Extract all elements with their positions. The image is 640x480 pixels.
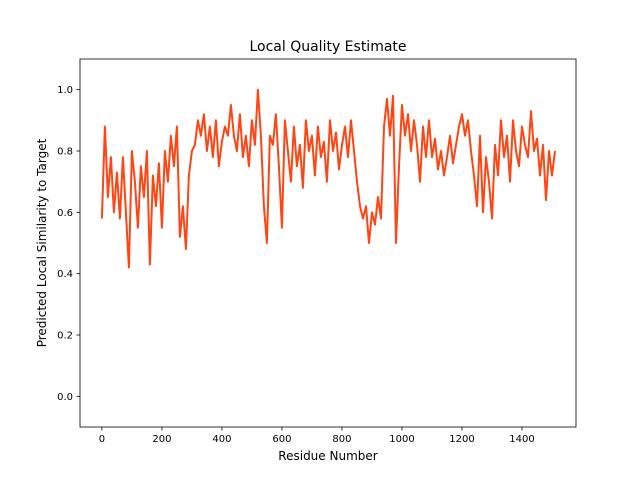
- x-tick-label: 400: [212, 434, 231, 445]
- chart-title: Local Quality Estimate: [249, 39, 406, 55]
- x-tick-label: 1400: [509, 434, 534, 445]
- x-axis-ticks: 0 200 400 600 800 1000 1200 1400: [99, 427, 535, 445]
- y-tick-label: 0.2: [57, 331, 73, 342]
- x-tick-label: 1200: [449, 434, 474, 445]
- y-tick-label: 1.0: [57, 85, 73, 96]
- y-axis-ticks: 0.0 0.2 0.4 0.6 0.8 1.0: [57, 85, 80, 403]
- plot-area: [100, 88, 556, 269]
- y-axis-label: Predicted Local Similarity to Target: [35, 138, 49, 347]
- y-tick-label: 0.4: [57, 269, 73, 280]
- x-tick-label: 600: [272, 434, 291, 445]
- axes-frame: [79, 58, 577, 428]
- x-tick-label: 200: [152, 434, 171, 445]
- x-tick-label: 800: [332, 434, 351, 445]
- series-line-local-quality: [100, 88, 556, 269]
- y-tick-label: 0.0: [57, 392, 73, 403]
- x-tick-label: 1000: [389, 434, 414, 445]
- y-tick-label: 0.8: [57, 147, 73, 158]
- x-axis-label: Residue Number: [278, 449, 377, 463]
- y-tick-label: 0.6: [57, 208, 73, 219]
- x-tick-label: 0: [99, 434, 105, 445]
